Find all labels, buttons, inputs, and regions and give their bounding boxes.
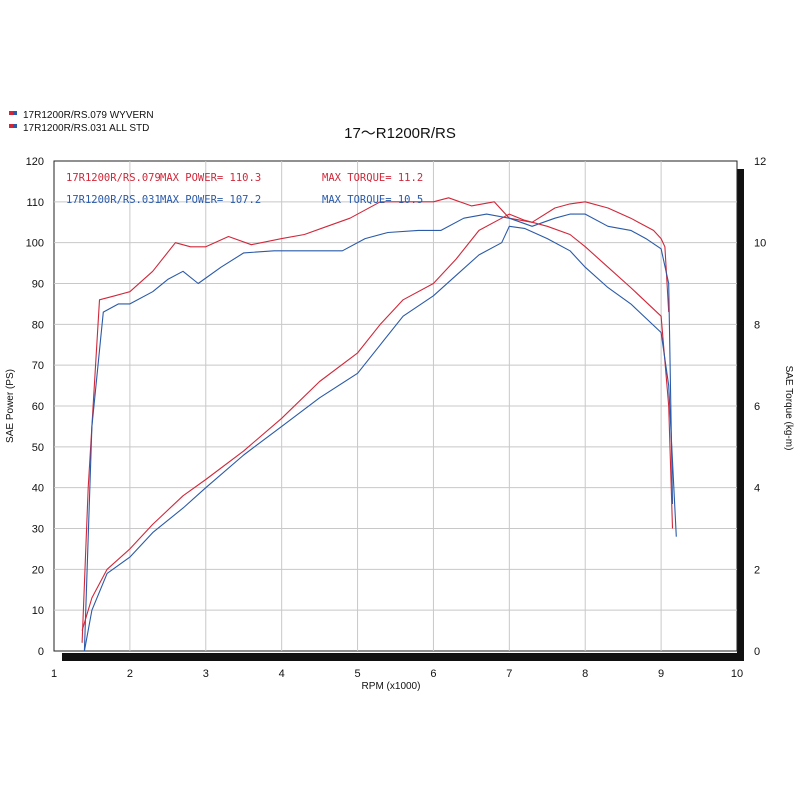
y-tick-label-left: 20: [32, 564, 44, 576]
y-tick-label-left: 40: [32, 483, 44, 495]
y-tick-label-right: 8: [754, 319, 760, 331]
y-tick-label-left: 50: [32, 442, 44, 454]
y-tick-label-left: 70: [32, 360, 44, 372]
legend-swatch-wyvern-b: [13, 111, 17, 115]
y-tick-label-right: 0: [754, 646, 760, 658]
frame-shadow-bottom: [62, 653, 744, 661]
legend-swatch-std: [9, 124, 13, 128]
y-tick-label-left: 0: [38, 646, 44, 658]
y-tick-label-left: 90: [32, 279, 44, 291]
tick-labels: 1 2 3 4 5 6 7 8 9 1001020304050607080901001101200…: [26, 156, 767, 680]
legend: 17R1200R/RS.079 WYVERN 17R1200R/RS.031 A…: [9, 110, 154, 134]
y-tick-label-left: 110: [26, 197, 44, 209]
annot-std-max-torque: MAX TORQUE= 10.5: [322, 194, 423, 206]
y-axis-right-title: SAE Torque (kg-m): [783, 366, 794, 451]
y-tick-label-left: 120: [26, 156, 44, 168]
y-tick-label-right: 12: [754, 156, 766, 168]
series-lines: [81, 197, 677, 652]
y-tick-label-left: 30: [32, 524, 44, 536]
x-tick-label: 6: [430, 668, 436, 680]
y-tick-label-left: 60: [32, 401, 44, 413]
series-line-3: [83, 225, 677, 652]
legend-label-std: 17R1200R/RS.031 ALL STD: [23, 123, 149, 134]
annot-std-name: 17R1200R/RS.031: [66, 194, 161, 206]
y-axis-left-title: SAE Power (PS): [5, 369, 16, 443]
series-line-2: [81, 213, 674, 631]
x-tick-label: 8: [582, 668, 588, 680]
y-tick-label-left: 10: [32, 605, 44, 617]
x-tick-label: 3: [203, 668, 209, 680]
x-tick-label: 4: [279, 668, 285, 680]
y-tick-label-right: 2: [754, 564, 760, 576]
y-tick-label-left: 100: [26, 238, 44, 250]
x-tick-label: 1: [51, 668, 57, 680]
legend-label-wyvern: 17R1200R/RS.079 WYVERN: [23, 110, 154, 121]
annot-wyvern-max-torque: MAX TORQUE= 11.2: [322, 172, 423, 184]
annot-wyvern-max-power: MAX POWER= 110.3: [160, 172, 261, 184]
x-tick-label: 10: [731, 668, 743, 680]
x-tick-label: 7: [506, 668, 512, 680]
x-tick-label: 5: [354, 668, 360, 680]
x-tick-label: 9: [658, 668, 664, 680]
y-tick-label-right: 6: [754, 401, 760, 413]
frame-shadow-right: [737, 169, 744, 661]
y-tick-label-right: 4: [754, 483, 760, 495]
legend-swatch-std-b: [13, 124, 17, 128]
grid: [54, 161, 737, 651]
x-tick-label: 2: [127, 668, 133, 680]
annot-wyvern-name: 17R1200R/RS.079: [66, 172, 161, 184]
chart-title: 17～R1200R/RS: [344, 125, 456, 142]
legend-swatch-wyvern: [9, 111, 13, 115]
y-tick-label-left: 80: [32, 319, 44, 331]
x-axis-title: RPM (x1000): [362, 681, 421, 692]
annot-std-max-power: MAX POWER= 107.2: [160, 194, 261, 206]
series-line-1: [83, 213, 674, 652]
series-line-0: [81, 197, 670, 643]
y-tick-label-right: 10: [754, 238, 766, 250]
